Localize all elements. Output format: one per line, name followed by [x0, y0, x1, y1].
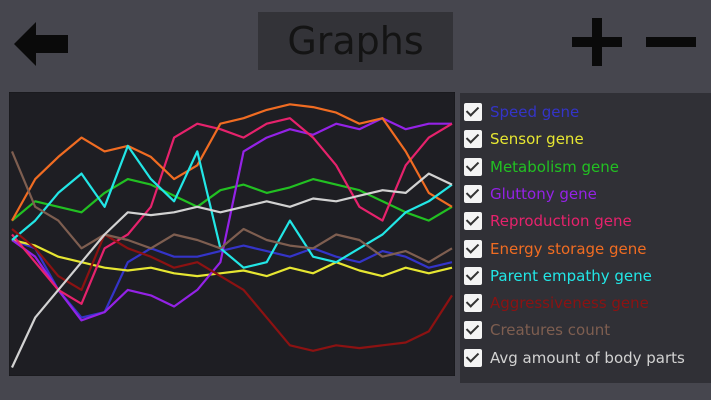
- checkbox[interactable]: [464, 294, 482, 313]
- legend-label: Aggressiveness gene: [490, 294, 649, 313]
- legend-item[interactable]: Energy storage gene: [464, 236, 647, 262]
- title: Graphs: [258, 12, 453, 70]
- series-line: [11, 103, 453, 222]
- series-line: [11, 178, 453, 222]
- legend-label: Creatures count: [490, 321, 611, 340]
- legend-item[interactable]: Metabolism gene: [464, 154, 619, 180]
- checkbox[interactable]: [464, 239, 482, 258]
- checkbox[interactable]: [464, 184, 482, 203]
- series-line: [11, 228, 453, 352]
- checkbox[interactable]: [464, 348, 482, 367]
- series-line: [11, 117, 453, 305]
- legend-label: Reproduction gene: [490, 212, 632, 231]
- series-line: [11, 238, 453, 278]
- legend-label: Avg amount of body parts: [490, 348, 685, 367]
- legend-item[interactable]: Gluttony gene: [464, 181, 597, 207]
- legend-item[interactable]: Reproduction gene: [464, 208, 632, 234]
- legend-label: Speed gene: [490, 103, 580, 121]
- legend-item[interactable]: Creatures count: [464, 317, 610, 343]
- legend-label: Gluttony gene: [490, 184, 597, 203]
- legend-item[interactable]: Aggressiveness gene: [464, 290, 649, 316]
- checkbox[interactable]: [464, 212, 482, 231]
- legend-item[interactable]: Speed gene: [464, 99, 579, 125]
- series-line: [10, 150, 453, 264]
- series-line: [11, 172, 453, 368]
- zoom-out-button[interactable]: [646, 36, 696, 48]
- legend-label: Energy storage gene: [490, 239, 647, 258]
- series-line: [11, 144, 453, 269]
- legend-item[interactable]: Parent empathy gene: [464, 263, 652, 289]
- legend: Speed gene Sensor gene Metabolism gene Glut…: [460, 93, 711, 383]
- checkbox[interactable]: [464, 103, 482, 121]
- chart: [9, 92, 455, 376]
- zoom-in-button[interactable]: [572, 18, 622, 66]
- legend-item[interactable]: Avg amount of body parts: [464, 345, 685, 371]
- checkbox[interactable]: [464, 266, 482, 285]
- legend-label: Parent empathy gene: [490, 266, 652, 285]
- legend-label: Sensor gene: [490, 130, 584, 149]
- checkbox[interactable]: [464, 130, 482, 149]
- plot-area: [9, 92, 455, 376]
- legend-item[interactable]: Sensor gene: [464, 126, 584, 152]
- back-button[interactable]: [14, 22, 70, 66]
- checkbox[interactable]: [464, 157, 482, 176]
- checkbox[interactable]: [464, 321, 482, 340]
- legend-label: Metabolism gene: [490, 157, 619, 176]
